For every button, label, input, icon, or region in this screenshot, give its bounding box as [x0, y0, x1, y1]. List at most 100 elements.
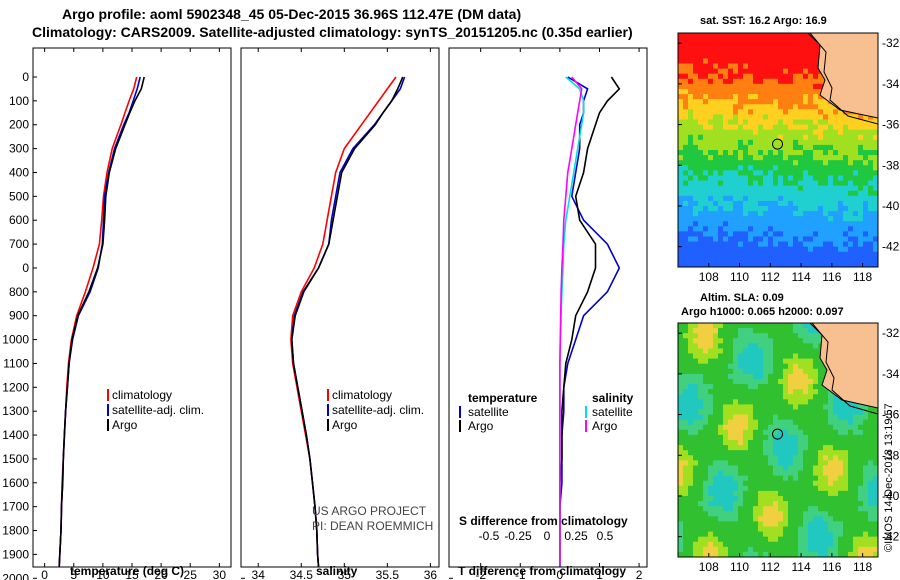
heatmap-cell — [733, 358, 739, 365]
heatmap-cell — [818, 409, 824, 415]
heatmap-cell — [778, 506, 784, 512]
heatmap-cell — [873, 475, 878, 482]
heatmap-cell — [873, 165, 878, 171]
heatmap-cell — [868, 440, 874, 446]
heatmap-cell — [723, 53, 729, 59]
heatmap-cell — [718, 99, 724, 105]
heatmap-cell — [748, 134, 754, 141]
heatmap-cell — [738, 384, 744, 390]
heatmap-cell — [843, 521, 849, 527]
heatmap-cell — [718, 48, 724, 54]
heatmap-cell — [838, 455, 844, 461]
heatmap-cell — [798, 450, 804, 456]
heatmap-cell — [733, 546, 739, 553]
heatmap-cell — [778, 429, 784, 436]
heatmap-cell — [798, 48, 804, 54]
heatmap-cell — [678, 373, 684, 380]
heatmap-cell — [678, 185, 684, 192]
heatmap-cell — [728, 424, 734, 431]
heatmap-cell — [768, 506, 774, 512]
heatmap-cell — [728, 134, 734, 141]
heatmap-cell — [853, 175, 859, 181]
sla-map-title-1: Altim. SLA: 0.09 — [700, 292, 784, 304]
heatmap-cell — [713, 465, 719, 471]
heatmap-cell — [788, 536, 794, 543]
heatmap-cell — [753, 155, 759, 161]
heatmap-cell — [868, 251, 874, 258]
heatmap-cell — [778, 470, 784, 477]
heatmap-cell — [788, 470, 794, 477]
heatmap-cell — [838, 495, 844, 502]
heatmap-cell — [873, 424, 878, 431]
heatmap-cell — [793, 104, 799, 110]
heatmap-cell — [783, 475, 789, 482]
heatmap-cell — [863, 470, 869, 477]
heatmap-cell — [788, 63, 794, 70]
legend-s-satellite: satellite — [592, 405, 633, 419]
heatmap-cell — [778, 236, 784, 242]
heatmap-cell — [703, 73, 709, 80]
heatmap-cell — [718, 501, 724, 507]
heatmap-cell — [833, 221, 839, 227]
heatmap-cell — [723, 480, 729, 487]
heatmap-cell — [678, 83, 684, 90]
heatmap-cell — [728, 511, 734, 517]
heatmap-cell — [678, 551, 684, 557]
heatmap-cell — [683, 78, 689, 85]
heatmap-cell — [863, 241, 869, 248]
heatmap-cell — [838, 246, 844, 253]
heatmap-cell — [853, 185, 859, 192]
heatmap-cell — [743, 261, 749, 267]
heatmap-cell — [783, 190, 789, 197]
heatmap-cell — [763, 246, 769, 253]
heatmap-cell — [713, 490, 719, 497]
heatmap-cell — [723, 429, 729, 436]
heatmap-cell — [703, 246, 709, 253]
heatmap-cell — [868, 429, 874, 436]
heatmap-cell — [708, 506, 714, 512]
heatmap-cell — [708, 88, 714, 95]
heatmap-cell — [738, 114, 744, 120]
heatmap-cell — [833, 399, 839, 405]
heatmap-cell — [793, 394, 799, 400]
heatmap-cell — [808, 73, 814, 80]
heatmap-cell — [678, 88, 684, 95]
heatmap-cell — [718, 536, 724, 543]
heatmap-cell — [788, 404, 794, 410]
heatmap-cell — [873, 526, 878, 532]
heatmap-cell — [793, 150, 799, 156]
heatmap-cell — [708, 480, 714, 487]
heatmap-cell — [718, 394, 724, 400]
heatmap-cell — [723, 338, 729, 344]
heatmap-cell — [703, 358, 709, 365]
heatmap-cell — [693, 190, 699, 197]
heatmap-cell — [738, 180, 744, 187]
heatmap-cell — [728, 104, 734, 110]
heatmap-cell — [733, 205, 739, 212]
heatmap-cell — [738, 328, 744, 334]
heatmap-cell — [738, 450, 744, 456]
salinity-xlabel: salinity — [316, 564, 358, 578]
heatmap-cell — [758, 475, 764, 482]
heatmap-cell — [743, 434, 749, 441]
heatmap-cell — [828, 216, 834, 222]
heatmap-cell — [723, 495, 729, 502]
heatmap-cell — [798, 114, 804, 120]
heatmap-cell — [678, 358, 684, 365]
heatmap-cell — [678, 43, 684, 49]
heatmap-cell — [733, 521, 739, 527]
heatmap-cell — [843, 414, 849, 421]
heatmap-cell — [768, 99, 774, 105]
heatmap-cell — [683, 516, 689, 522]
heatmap-cell — [683, 409, 689, 415]
x-tick-label: 36 — [424, 568, 438, 580]
heatmap-cell — [708, 490, 714, 497]
heatmap-cell — [738, 338, 744, 344]
heatmap-cell — [803, 205, 809, 212]
heatmap-cell — [733, 119, 739, 125]
heatmap-cell — [723, 129, 729, 136]
heatmap-cell — [818, 139, 824, 146]
heatmap-cell — [803, 333, 809, 339]
heatmap-cell — [763, 495, 769, 502]
heatmap-cell — [698, 226, 704, 232]
